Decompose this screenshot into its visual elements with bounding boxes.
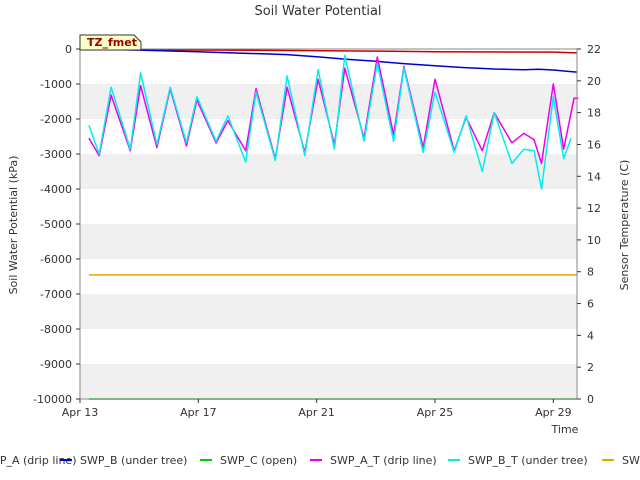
legend-label: SWP_C_T (open) [622,454,640,467]
y-tick-label: -10000 [33,393,72,406]
y-tick-label: -3000 [40,148,72,161]
band [80,329,577,364]
y-axis-label: Soil Water Potential (kPa) [7,156,20,295]
legend-item: SWP_C (open) [200,454,297,467]
y-tick-label: -1000 [40,78,72,91]
legend-label: SWP_B (under tree) [80,454,187,467]
band [80,49,577,84]
y2-tick-label: 2 [587,361,594,374]
band [80,119,577,154]
y2-tick-label: 10 [587,234,601,247]
y-tick-label: -8000 [40,323,72,336]
band [80,84,577,119]
y2-tick-label: 18 [587,107,601,120]
y2-tick-label: 8 [587,266,594,279]
band [80,259,577,294]
legend-item: SWP_B (under tree) [60,454,187,467]
band [80,364,577,399]
y-tick-label: 0 [65,43,72,56]
y2-axis-label: Sensor Temperature (C) [618,160,631,291]
y2-tick-label: 14 [587,170,601,183]
tz-badge-label: TZ_fmet [87,36,137,49]
y-axis-right: 0 2 4 6 8 10 12 14 16 18 20 22 [577,43,601,406]
band [80,224,577,259]
legend-label: SWP_A_T (drip line) [330,454,437,467]
series-line-swp-a-drip-line [103,48,578,54]
y-tick-label: -5000 [40,218,72,231]
y2-tick-label: 4 [587,329,594,342]
tz-badge-box [79,34,142,51]
x-axis-label: Time [551,423,579,436]
y-axis-left: 0 -1000 -2000 -3000 -4000 -5000 -6000 -7000 -800… [33,43,80,406]
legend-label: SWP_C (open) [220,454,297,467]
y2-tick-label: 22 [587,43,601,56]
x-tick-label: Apr 29 [535,406,572,419]
legend: SWP_A (drip line)SWP_B (under tree) SWP_C… [0,454,640,467]
y-tick-label: -6000 [40,253,72,266]
series-line-swp-b-under-tree [94,48,578,73]
tz-badge: TZ_fmet [79,34,142,51]
y-tick-label: -7000 [40,288,72,301]
x-axis: Apr 13 Apr 17 Apr 21 Apr 25 Apr 29 [62,399,572,419]
y2-tick-label: 12 [587,202,601,215]
y2-tick-label: 16 [587,138,601,151]
band [80,154,577,189]
series-line-swp-b-t-under-tree [88,54,572,190]
y2-tick-label: 6 [587,298,594,311]
legend-label: SWP_A (drip line) [0,454,77,467]
legend-label: SWP_B_T (under tree) [468,454,588,467]
x-tick-label: Apr 25 [417,406,454,419]
y-tick-label: -9000 [40,358,72,371]
band [80,294,577,329]
band [80,189,577,224]
y2-tick-label: 20 [587,75,601,88]
legend-item: SWP_A (drip line) [0,454,77,467]
legend-item: SWP_B_T (under tree) [448,454,588,467]
y-tick-label: -2000 [40,113,72,126]
legend-item: SWP_A_T (drip line) [310,454,437,467]
y-tick-label: -4000 [40,183,72,196]
x-tick-label: Apr 21 [298,406,335,419]
x-tick-label: Apr 13 [62,406,99,419]
chart-title: Soil Water Potential [254,4,381,19]
legend-item: SWP_C_T (open) [602,454,640,467]
y2-tick-label: 0 [587,393,594,406]
x-tick-label: Apr 17 [180,406,217,419]
plot-background-bands [80,49,577,399]
